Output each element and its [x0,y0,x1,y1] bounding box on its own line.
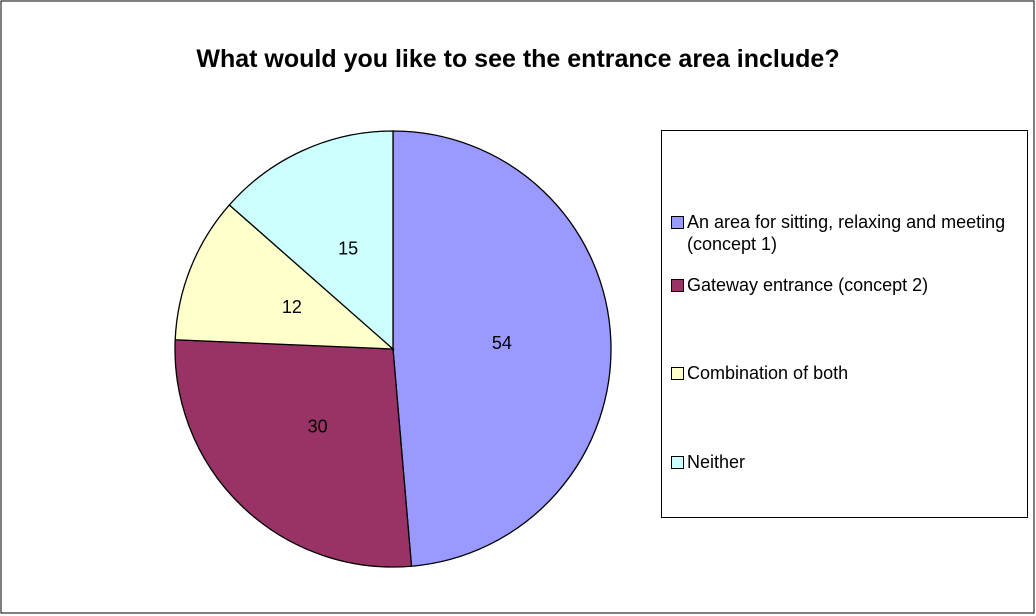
pie-slice [228,130,394,351]
legend-label: Gateway entrance (concept 2) [687,275,929,295]
legend-swatch [671,456,684,469]
legend-item: Neither [671,451,1026,473]
chart-title: What would you like to see the entrance … [196,45,840,73]
legend-swatch [671,216,684,229]
legend: An area for sitting, relaxing and meetin… [661,130,1028,518]
data-label: 15 [338,238,358,258]
legend-swatch [671,367,684,380]
legend-label: Combination of both [687,363,849,383]
legend-item: An area for sitting, relaxing and meetin… [671,211,1026,255]
data-label: 12 [282,297,302,317]
pie-slice [174,204,395,350]
data-label: 54 [492,333,512,353]
pie-slice [392,130,612,567]
data-label: 30 [308,416,328,436]
legend-item: Gateway entrance (concept 2) [671,274,1026,296]
legend-label: Neither [687,452,746,472]
pie-slice [174,339,413,568]
legend-item: Combination of both [671,362,1026,384]
legend-label: An area for sitting, relaxing and meetin… [687,212,1006,254]
legend-swatch [671,279,684,292]
